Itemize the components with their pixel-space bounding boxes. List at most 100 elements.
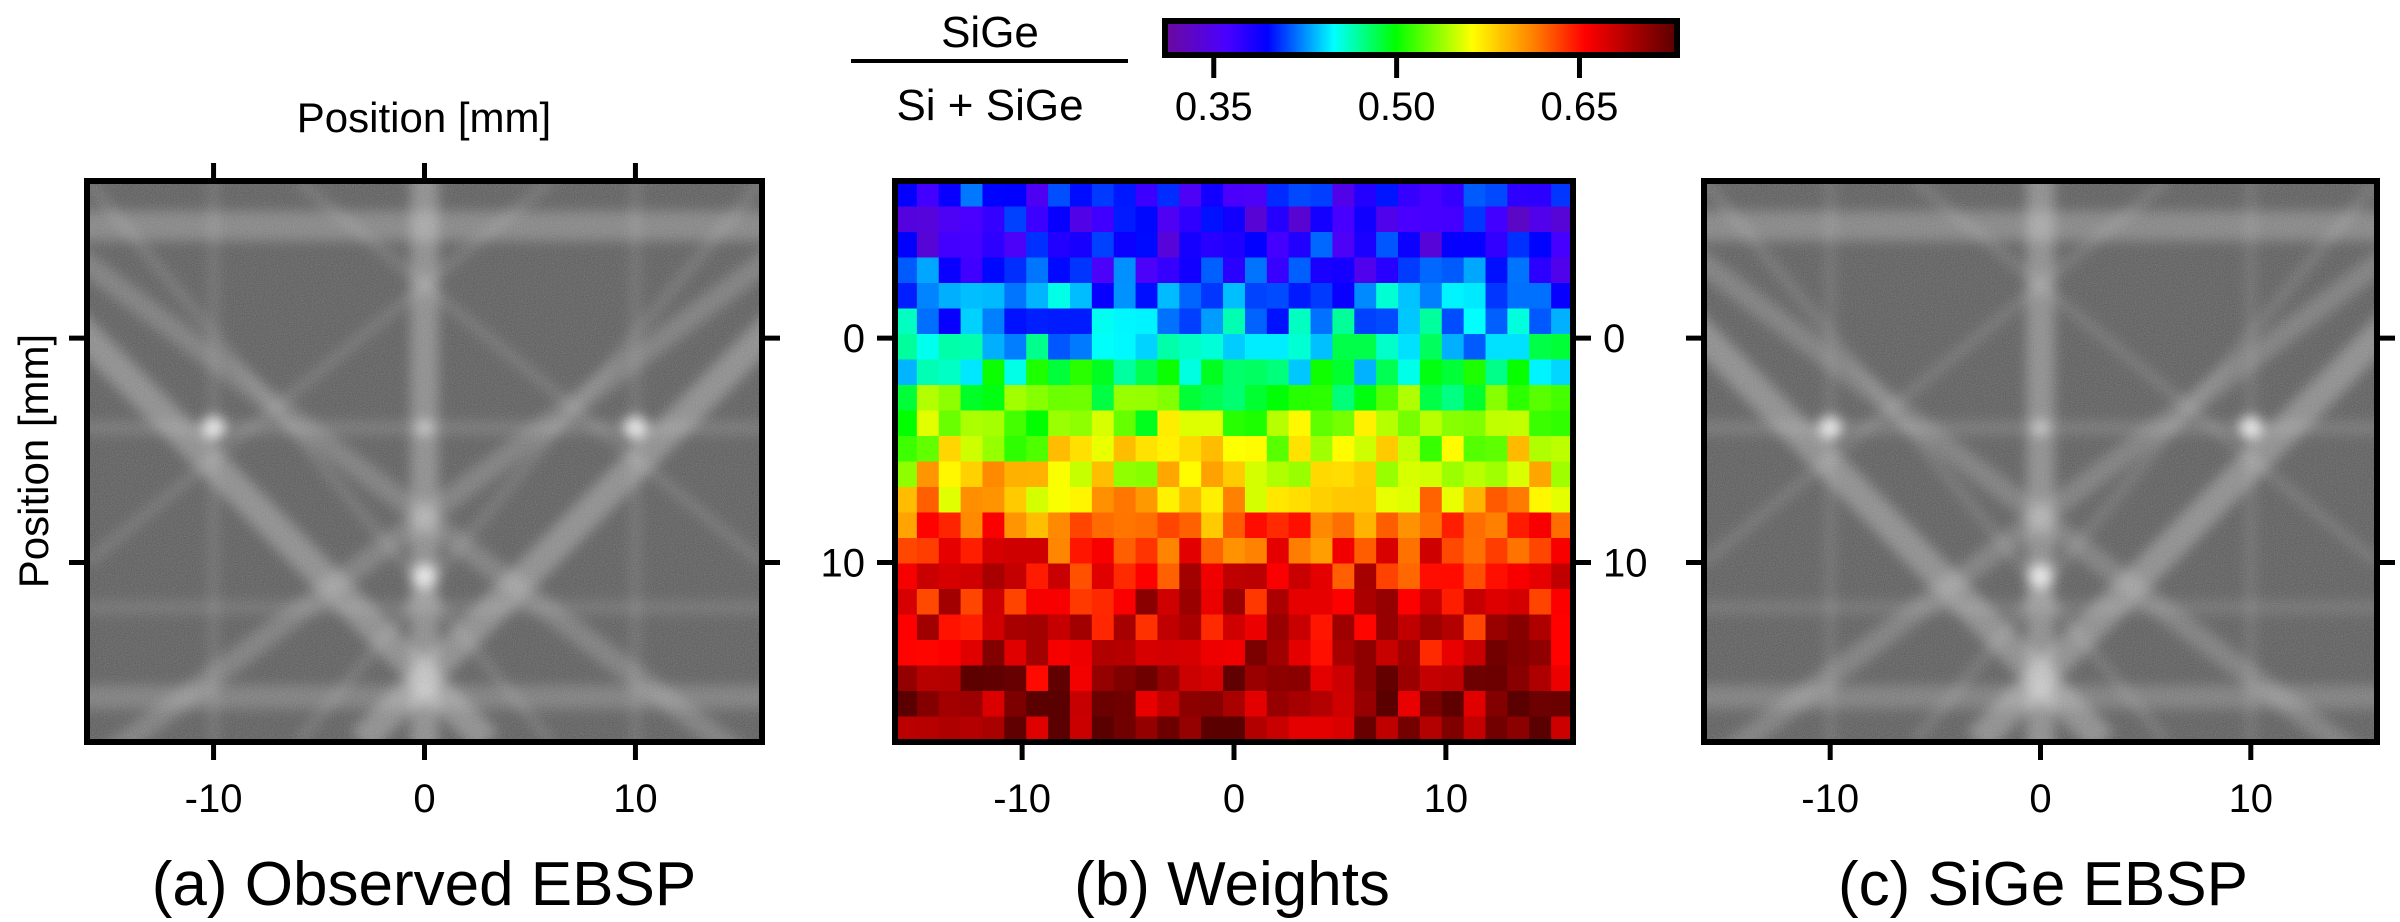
heatmap-cell — [1004, 691, 1027, 718]
heatmap-cell — [1376, 563, 1399, 590]
heatmap-cell — [1332, 716, 1355, 743]
heatmap-cell — [1048, 257, 1071, 284]
heatmap-cell — [1551, 563, 1574, 590]
heatmap-cell — [1004, 283, 1027, 310]
heatmap-cell — [982, 512, 1005, 539]
heatmap-cell — [1091, 640, 1115, 667]
heatmap-cell — [1069, 563, 1093, 590]
heatmap-cell — [1135, 487, 1159, 514]
heatmap-cell — [1332, 181, 1355, 208]
heatmap-cell — [982, 589, 1005, 616]
heatmap-cell — [938, 283, 962, 310]
heatmap-cell — [1157, 716, 1180, 743]
heatmap-cell — [1113, 410, 1137, 437]
heatmap-cell — [1419, 538, 1443, 565]
heatmap-cell — [1288, 589, 1312, 616]
heatmap-cell — [1201, 232, 1224, 259]
heatmap-cell — [1398, 206, 1421, 233]
heatmap-cell — [1135, 283, 1159, 310]
heatmap-cell — [1310, 359, 1334, 386]
heatmap-cell — [1113, 385, 1137, 412]
heatmap-cell — [938, 359, 962, 386]
heatmap-cell — [938, 563, 962, 590]
heatmap-cell — [1201, 461, 1224, 488]
heatmap-cell — [916, 716, 940, 743]
heatmap-cell — [1223, 665, 1246, 692]
heatmap-cell — [1004, 232, 1027, 259]
heatmap-cell — [1441, 206, 1465, 233]
heatmap-cell — [1135, 257, 1159, 284]
heatmap-cell — [1354, 716, 1377, 743]
colorbar-tick-label: 0.35 — [1175, 85, 1253, 129]
heatmap-cell — [916, 334, 940, 361]
heatmap-cell — [1288, 359, 1312, 386]
heatmap-cell — [1266, 283, 1290, 310]
heatmap-cell — [1179, 461, 1202, 488]
heatmap-cell — [1048, 283, 1071, 310]
heatmap-cell — [1069, 385, 1093, 412]
heatmap-cell — [1026, 181, 1049, 208]
heatmap-cell — [1398, 589, 1421, 616]
heatmap-cell — [1529, 461, 1552, 488]
heatmap-cell — [1244, 308, 1268, 335]
heatmap-cell — [1135, 563, 1159, 590]
heatmap-cell — [960, 640, 984, 667]
heatmap-cell — [1201, 181, 1224, 208]
heatmap-cell — [1463, 436, 1487, 463]
heatmap-cell — [1288, 538, 1312, 565]
heatmap-cell — [1244, 181, 1268, 208]
heatmap-cell — [938, 257, 962, 284]
heatmap-cell — [1354, 487, 1377, 514]
heatmap-cell — [960, 181, 984, 208]
heatmap-cell — [1310, 181, 1334, 208]
heatmap-cell — [1288, 308, 1312, 335]
heatmap-cell — [1441, 665, 1465, 692]
heatmap-cell — [1310, 410, 1334, 437]
heatmap-cell — [1004, 640, 1027, 667]
left-axis-title: Position [mm] — [10, 334, 57, 588]
heatmap-cell — [1529, 181, 1552, 208]
heatmap-cell — [1091, 716, 1115, 743]
heatmap-cell — [1354, 385, 1377, 412]
heatmap-cell — [1069, 665, 1093, 692]
heatmap-cell — [1201, 359, 1224, 386]
x-tick-label: 0 — [1223, 777, 1245, 821]
heatmap-cell — [1463, 206, 1487, 233]
heatmap-cell — [895, 563, 918, 590]
heatmap-cell — [1507, 206, 1530, 233]
heatmap-cell — [1069, 589, 1093, 616]
heatmap-cell — [1507, 334, 1530, 361]
heatmap-cell — [916, 538, 940, 565]
heatmap-cell — [1529, 589, 1552, 616]
heatmap-cell — [1026, 334, 1049, 361]
heatmap-cell — [1026, 487, 1049, 514]
heatmap-cell — [960, 206, 984, 233]
heatmap-cell — [1507, 359, 1530, 386]
heatmap-cell — [1507, 232, 1530, 259]
heatmap-cell — [1376, 206, 1399, 233]
heatmap-cell — [1376, 232, 1399, 259]
heatmap-cell — [960, 563, 984, 590]
panel-c-ticks: -10 0 10 — [1686, 335, 2395, 821]
heatmap-cell — [1485, 640, 1508, 667]
heatmap-cell — [1376, 589, 1399, 616]
top-axis-title: Position [mm] — [297, 94, 551, 141]
heatmap-cell — [1135, 716, 1159, 743]
heatmap-cell — [1266, 563, 1290, 590]
heatmap-cell — [1551, 385, 1574, 412]
heatmap-cell — [938, 538, 962, 565]
heatmap-cell — [960, 614, 984, 641]
heatmap-cell — [1223, 487, 1246, 514]
heatmap-cell — [1551, 232, 1574, 259]
heatmap-cell — [1332, 563, 1355, 590]
heatmap-cell — [1223, 308, 1246, 335]
heatmap-cell — [1310, 538, 1334, 565]
heatmap-cell — [1135, 691, 1159, 718]
heatmap-cell — [1398, 359, 1421, 386]
heatmap-cell — [1354, 334, 1377, 361]
heatmap-cell — [1441, 563, 1465, 590]
heatmap-cell — [1179, 538, 1202, 565]
ebsp-noise — [1704, 181, 2377, 742]
heatmap-cell — [1266, 512, 1290, 539]
heatmap-cell — [982, 232, 1005, 259]
